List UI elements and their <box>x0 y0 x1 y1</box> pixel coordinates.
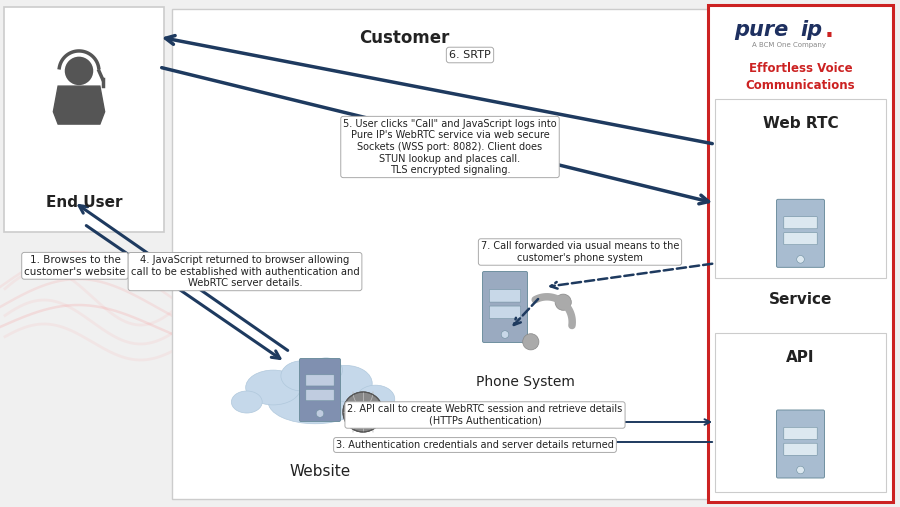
FancyBboxPatch shape <box>784 427 817 440</box>
Text: Service: Service <box>769 293 833 307</box>
Text: Website: Website <box>290 464 351 479</box>
Text: API: API <box>787 350 814 365</box>
Circle shape <box>796 256 805 263</box>
FancyBboxPatch shape <box>708 5 893 502</box>
Text: 6. SRTP: 6. SRTP <box>449 50 491 60</box>
Text: A BCM One Company: A BCM One Company <box>752 42 826 48</box>
Ellipse shape <box>246 370 301 405</box>
Text: Phone System: Phone System <box>475 375 574 389</box>
Circle shape <box>65 57 94 85</box>
Text: 3. Authentication credentials and server details returned: 3. Authentication credentials and server… <box>336 440 614 450</box>
Text: End User: End User <box>46 195 122 210</box>
Text: .: . <box>824 18 833 42</box>
Ellipse shape <box>231 391 262 413</box>
FancyBboxPatch shape <box>715 99 886 278</box>
Circle shape <box>501 331 508 338</box>
Text: ip: ip <box>800 20 823 40</box>
Ellipse shape <box>320 366 373 402</box>
Text: 1. Browses to the
customer's website: 1. Browses to the customer's website <box>24 255 126 277</box>
FancyBboxPatch shape <box>482 272 527 343</box>
Text: Effortless Voice
Communications: Effortless Voice Communications <box>746 62 855 92</box>
FancyBboxPatch shape <box>777 410 824 478</box>
FancyBboxPatch shape <box>300 358 340 421</box>
FancyBboxPatch shape <box>784 443 817 455</box>
Circle shape <box>523 334 539 350</box>
Text: 2. API call to create WebRTC session and retrieve details
(HTTPs Authentication): 2. API call to create WebRTC session and… <box>347 404 623 426</box>
FancyBboxPatch shape <box>777 199 824 267</box>
FancyBboxPatch shape <box>715 333 886 492</box>
Ellipse shape <box>268 380 362 424</box>
Circle shape <box>555 294 572 310</box>
FancyBboxPatch shape <box>4 7 164 232</box>
Text: Customer: Customer <box>359 29 450 47</box>
FancyBboxPatch shape <box>784 233 817 245</box>
Circle shape <box>796 466 805 474</box>
FancyBboxPatch shape <box>490 289 520 302</box>
Text: 5. User clicks "Call" and JavaScript logs into
Pure IP's WebRTC service via web : 5. User clicks "Call" and JavaScript log… <box>343 119 557 175</box>
FancyBboxPatch shape <box>306 389 334 401</box>
FancyBboxPatch shape <box>784 216 817 229</box>
Circle shape <box>316 410 324 417</box>
Text: pure: pure <box>734 20 788 40</box>
FancyBboxPatch shape <box>306 375 334 386</box>
Text: 7. Call forwarded via usual means to the
customer's phone system: 7. Call forwarded via usual means to the… <box>481 241 680 263</box>
Ellipse shape <box>310 358 343 382</box>
FancyBboxPatch shape <box>490 306 520 318</box>
Ellipse shape <box>281 361 323 391</box>
Ellipse shape <box>356 385 395 413</box>
Circle shape <box>343 392 383 432</box>
Polygon shape <box>53 86 104 124</box>
FancyBboxPatch shape <box>172 9 737 499</box>
Text: Web RTC: Web RTC <box>762 117 838 131</box>
Text: 4. JavaScript returned to browser allowing
call to be established with authentic: 4. JavaScript returned to browser allowi… <box>130 255 359 288</box>
